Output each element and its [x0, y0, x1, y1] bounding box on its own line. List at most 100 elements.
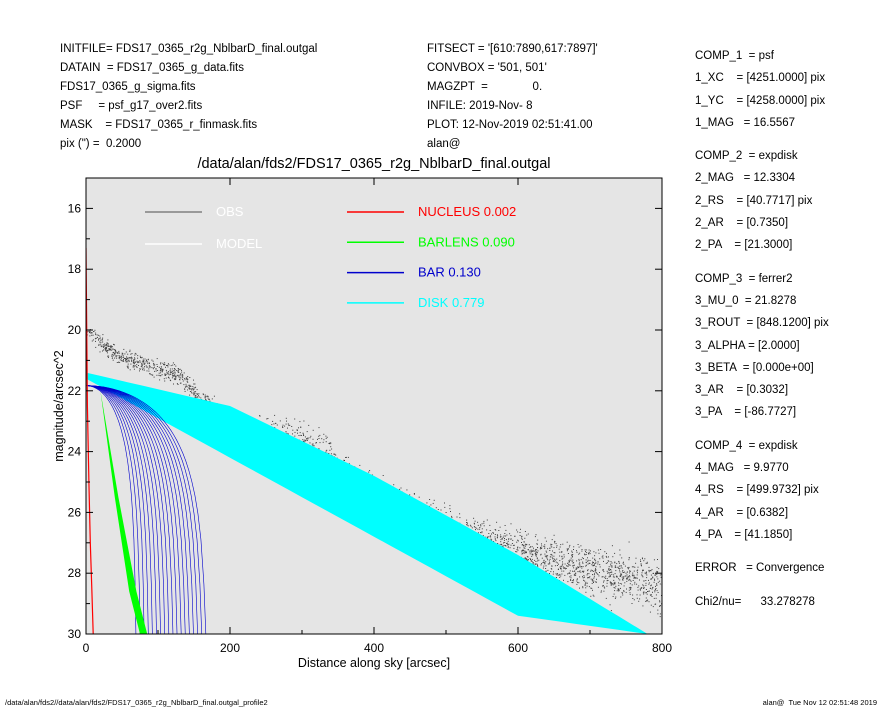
obs-point	[586, 585, 588, 587]
obs-point	[512, 539, 514, 541]
obs-point	[156, 364, 158, 365]
obs-point	[641, 557, 643, 559]
obs-point	[564, 563, 566, 565]
obs-point	[181, 369, 182, 371]
obs-point	[178, 374, 180, 376]
obs-point	[592, 594, 594, 596]
obs-point	[133, 360, 134, 362]
obs-point	[477, 532, 479, 534]
header-mid-line: alan@	[427, 138, 461, 150]
obs-point	[501, 537, 503, 539]
obs-point	[274, 414, 276, 416]
obs-point	[545, 550, 547, 552]
obs-point	[164, 375, 166, 376]
obs-point	[603, 581, 604, 583]
obs-point	[560, 565, 562, 567]
obs-point	[186, 385, 188, 387]
obs-point	[303, 441, 305, 443]
obs-point	[645, 582, 647, 584]
obs-point	[521, 542, 522, 543]
obs-point	[131, 360, 133, 362]
obs-point	[614, 583, 616, 585]
obs-point	[102, 346, 104, 348]
obs-point	[560, 575, 562, 577]
obs-point	[144, 363, 146, 365]
obs-point	[123, 360, 125, 362]
obs-point	[541, 563, 543, 565]
obs-point	[200, 397, 202, 399]
obs-point	[551, 544, 553, 545]
obs-point	[573, 579, 574, 581]
obs-point	[198, 395, 199, 397]
obs-point	[98, 339, 99, 341]
obs-point	[182, 373, 184, 375]
obs-point	[622, 570, 624, 571]
obs-point	[534, 559, 536, 561]
obs-point	[653, 559, 655, 561]
obs-point	[608, 576, 610, 578]
obs-point	[529, 558, 531, 559]
obs-point	[587, 563, 589, 565]
obs-point	[618, 582, 619, 584]
obs-point	[536, 543, 538, 545]
obs-point	[187, 381, 189, 383]
obs-point	[141, 364, 143, 366]
obs-point	[459, 517, 461, 519]
obs-point	[155, 368, 157, 370]
obs-point	[587, 560, 589, 562]
obs-point	[148, 362, 150, 364]
obs-point	[483, 520, 485, 522]
obs-point	[103, 346, 105, 348]
obs-point	[521, 550, 523, 552]
obs-point	[159, 370, 161, 372]
obs-point	[642, 584, 644, 586]
obs-point	[323, 433, 325, 435]
obs-point	[528, 544, 530, 546]
obs-point	[573, 571, 575, 572]
legend-label-disk: DISK 0.779	[418, 295, 485, 310]
obs-point	[172, 374, 174, 376]
obs-point	[334, 453, 336, 455]
obs-point	[617, 566, 619, 568]
obs-point	[183, 372, 185, 374]
obs-point	[105, 347, 107, 349]
obs-point	[616, 590, 618, 592]
obs-point	[537, 565, 539, 567]
obs-point	[619, 569, 620, 571]
obs-point	[644, 558, 646, 560]
obs-point	[148, 366, 150, 368]
obs-point	[195, 396, 197, 398]
obs-point	[187, 376, 189, 377]
obs-point	[565, 568, 567, 569]
obs-point	[512, 544, 514, 546]
obs-point	[165, 366, 166, 368]
obs-point	[551, 539, 553, 541]
obs-point	[102, 350, 103, 352]
obs-point	[618, 562, 620, 564]
obs-point	[540, 554, 542, 556]
obs-point	[159, 375, 161, 377]
obs-point	[100, 343, 102, 345]
obs-point	[646, 593, 648, 595]
obs-point	[641, 587, 643, 589]
obs-point	[168, 374, 170, 376]
obs-point	[597, 574, 599, 575]
obs-point	[652, 576, 654, 578]
obs-point	[628, 541, 630, 543]
obs-point	[575, 567, 577, 569]
obs-point	[179, 382, 181, 384]
y-tick-label: 16	[68, 201, 82, 215]
obs-point	[584, 580, 586, 582]
obs-point	[554, 559, 556, 561]
obs-point	[526, 559, 528, 561]
obs-point	[193, 393, 195, 395]
obs-point	[645, 584, 647, 586]
obs-point	[132, 364, 134, 366]
obs-point	[271, 424, 273, 426]
obs-point	[323, 439, 325, 441]
obs-point	[513, 547, 515, 549]
obs-point	[546, 555, 548, 557]
obs-point	[613, 583, 615, 585]
obs-point	[128, 367, 129, 369]
obs-point	[131, 353, 133, 355]
